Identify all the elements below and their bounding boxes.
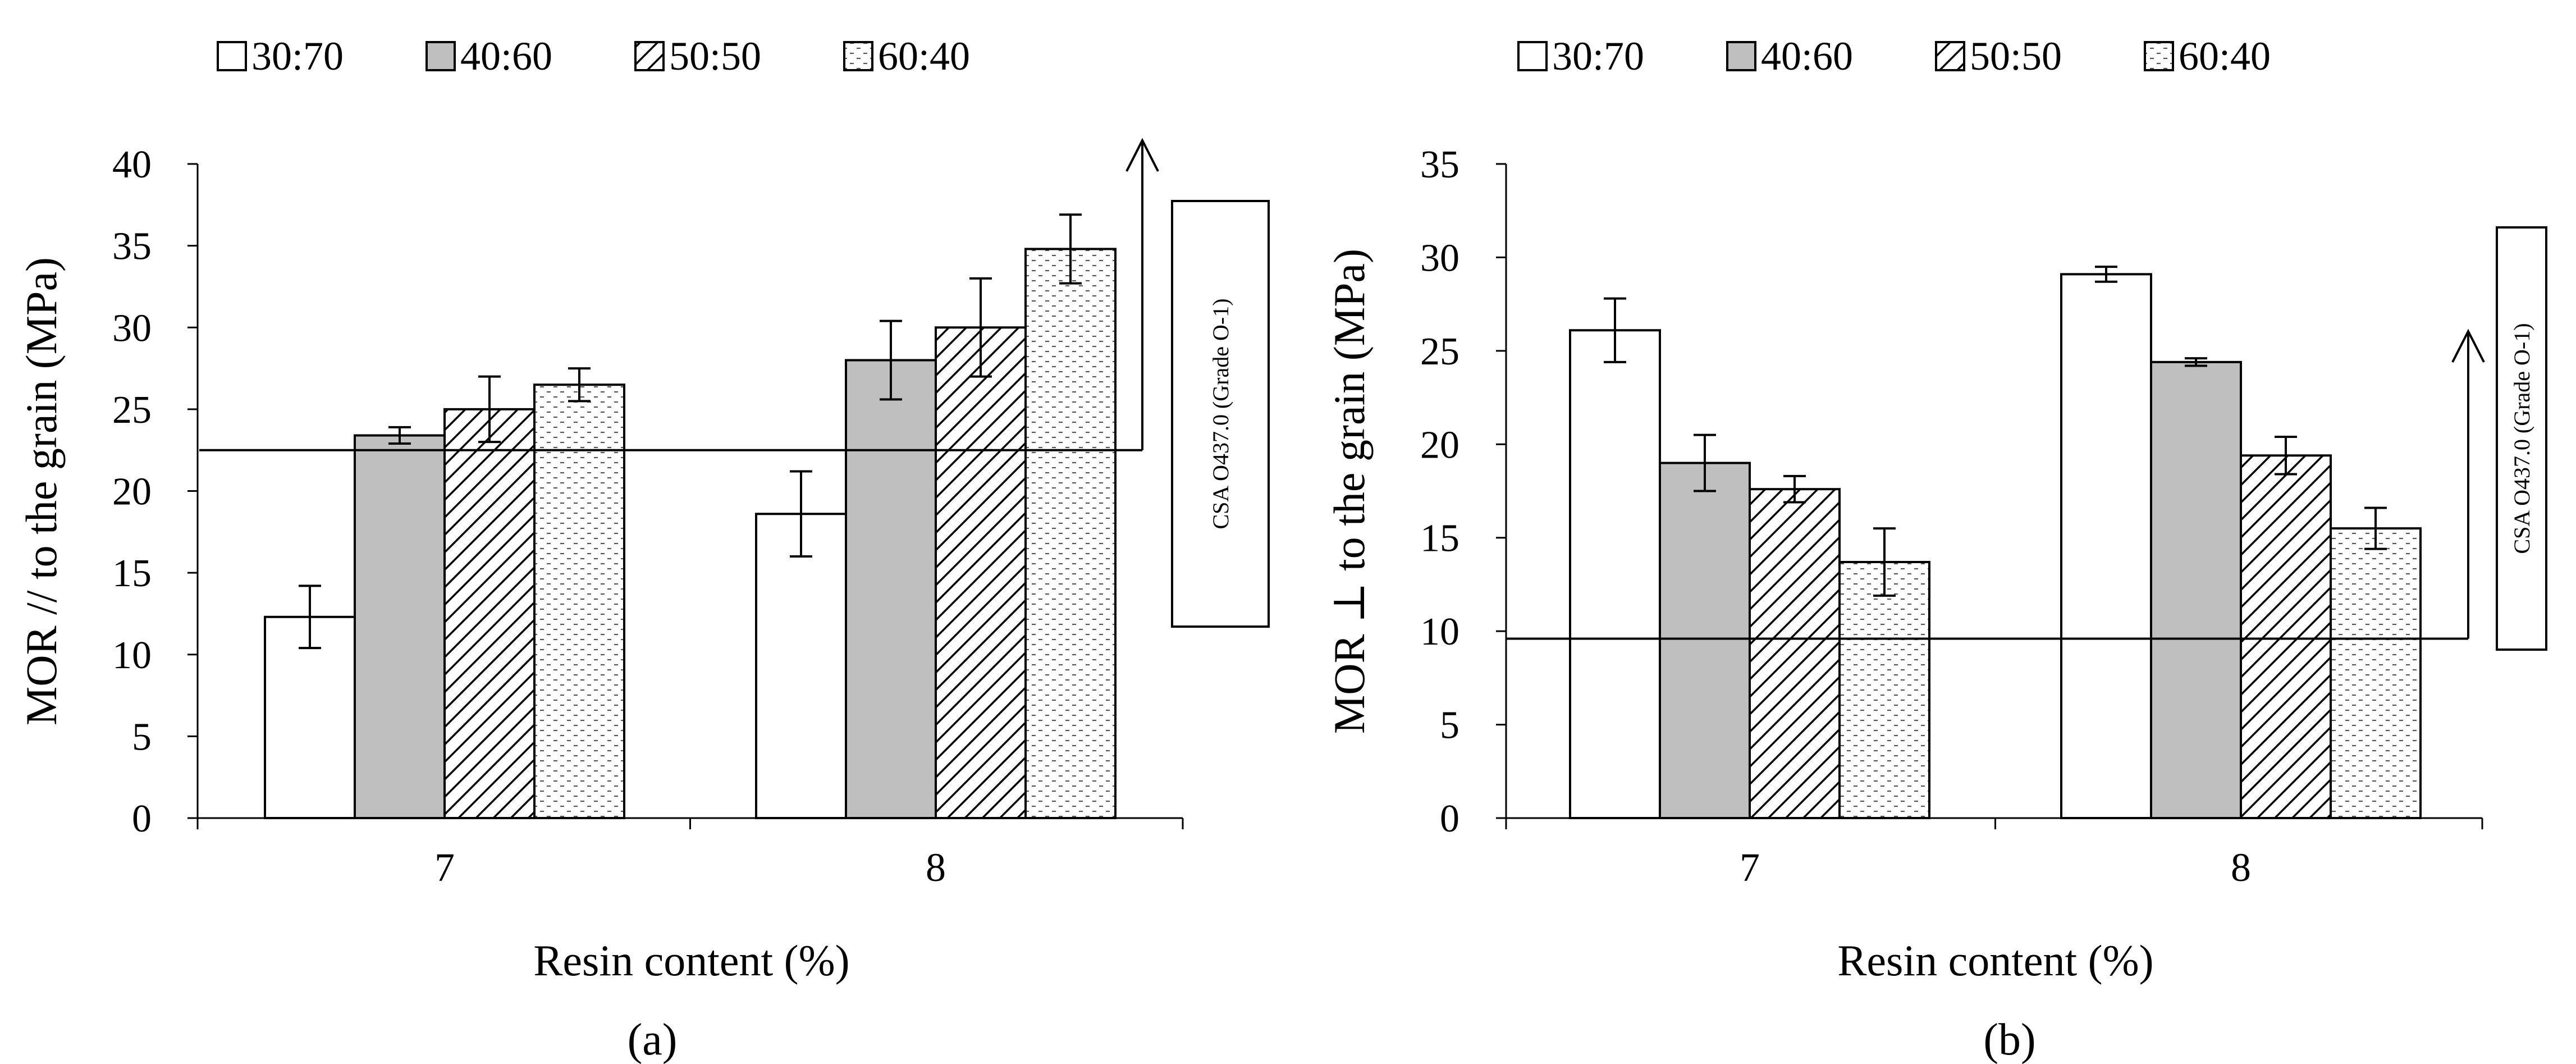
panel-a-y-tick-label: 20 [112, 471, 152, 514]
bar-b-50-50-7 [1749, 488, 1841, 819]
panel-a-y-tick-label: 5 [132, 715, 152, 759]
panel-b-x-axis-title: Resin content (%) [1837, 936, 2153, 985]
panel-b-threshold-box [2496, 226, 2547, 651]
legend-swatch-60-40 [843, 41, 873, 71]
legend-swatch-50-50 [634, 41, 665, 71]
panel-a-arrow-head-icon [1125, 138, 1159, 172]
legend-label-50-50: 50:50 [669, 34, 761, 79]
legend-label-50-50: 50:50 [1970, 34, 2062, 79]
panel-a-y-tick-label: 10 [112, 634, 152, 677]
bar-b-30-70-8 [2060, 273, 2152, 819]
legend-label-40-60: 40:60 [460, 34, 552, 79]
bar-a-30-70-8 [755, 513, 847, 819]
legend-swatch-30-70 [1517, 41, 1548, 71]
bar-b-40-60-7 [1659, 462, 1751, 819]
panel-a-threshold-box [1171, 200, 1270, 628]
legend-label-60-40: 60:40 [878, 34, 970, 79]
panel-b: 30:70 40:60 50:50 60:40 0 5 10 15 20 25 30 35 7 8 CSA… [1325, 34, 2547, 1064]
panel-a-y-tick-label: 40 [112, 143, 152, 186]
bar-b-50-50-8 [2240, 454, 2332, 819]
panel-a-label: (a) [628, 1015, 678, 1064]
bar-b-40-60-8 [2150, 360, 2242, 819]
legend-label-30-70: 30:70 [1552, 34, 1644, 79]
panel-b-y-axis-title: MOR ⊥ to the grain (MPa) [1325, 249, 1374, 734]
panel-a-y-axis-title: MOR // to the grain (MPa) [17, 257, 66, 725]
panel-b-y-tick-label: 15 [1420, 517, 1459, 560]
legend-label-40-60: 40:60 [1761, 34, 1853, 79]
panel-a-legend: 30:70 40:60 50:50 60:40 [217, 34, 970, 79]
panel-a-axes: 0 5 10 15 20 25 30 35 40 7 8 CSA O437.0 (Grade O-1) [112, 138, 1270, 890]
panel-a-y-tick-label: 25 [112, 389, 152, 432]
bar-a-40-60-8 [845, 359, 937, 819]
legend-label-60-40: 60:40 [2179, 34, 2271, 79]
panel-b-axes: 0 5 10 15 20 25 30 35 7 8 CSA O437.0 (Grade O-1) [1420, 143, 2547, 890]
panel-b-legend: 30:70 40:60 50:50 60:40 [1517, 34, 2271, 79]
legend-swatch-50-50 [1935, 41, 1965, 71]
panel-a-x-axis-title: Resin content (%) [533, 936, 849, 985]
panel-b-x-tick-label: 8 [2231, 845, 2251, 890]
panel-b-bars [1569, 266, 2422, 819]
panel-a: 30:70 40:60 50:50 60:40 0 5 10 15 20 25 30 35 40 7 8 C… [17, 34, 1270, 1064]
panel-b-y-tick-label: 0 [1440, 797, 1459, 841]
bar-b-60-40-7 [1838, 560, 1930, 819]
panel-b-y-tick-label: 25 [1420, 330, 1459, 373]
legend-swatch-60-40 [2144, 41, 2174, 71]
bar-a-50-50-7 [443, 408, 536, 819]
legend-swatch-30-70 [217, 41, 247, 71]
panel-b-y-tick-label: 10 [1420, 610, 1459, 654]
bar-a-40-60-7 [354, 434, 446, 819]
panel-b-x-tick-label: 7 [1740, 845, 1760, 890]
bar-b-30-70-7 [1569, 329, 1661, 819]
panel-a-x-tick-label: 8 [926, 845, 946, 890]
panel-b-threshold-label: CSA O437.0 (Grade O-1) [2509, 323, 2534, 554]
legend-swatch-40-60 [1726, 41, 1756, 71]
legend-swatch-40-60 [425, 41, 456, 71]
bar-a-50-50-8 [935, 326, 1027, 819]
panel-a-x-tick-label: 7 [434, 845, 455, 890]
panel-a-threshold-label: CSA O437.0 (Grade O-1) [1208, 298, 1233, 529]
panel-a-bars [264, 213, 1117, 819]
panel-a-y-tick-label: 35 [112, 225, 152, 268]
panel-a-y-tick-label: 30 [112, 307, 152, 350]
panel-b-y-tick-label: 5 [1440, 704, 1459, 747]
bar-a-30-70-7 [264, 615, 356, 819]
bar-b-60-40-8 [2330, 527, 2422, 819]
panel-b-y-tick-label: 35 [1420, 143, 1459, 186]
panel-b-arrow-head-icon [2451, 328, 2485, 363]
panel-a-y-tick-label: 15 [112, 552, 152, 595]
panel-b-y-tick-label: 30 [1420, 236, 1459, 280]
bar-a-60-40-8 [1024, 248, 1117, 819]
panel-b-y-tick-label: 20 [1420, 423, 1459, 467]
legend-label-30-70: 30:70 [251, 34, 344, 79]
panel-b-label: (b) [1983, 1015, 2035, 1064]
panel-a-y-tick-label: 0 [132, 797, 152, 841]
